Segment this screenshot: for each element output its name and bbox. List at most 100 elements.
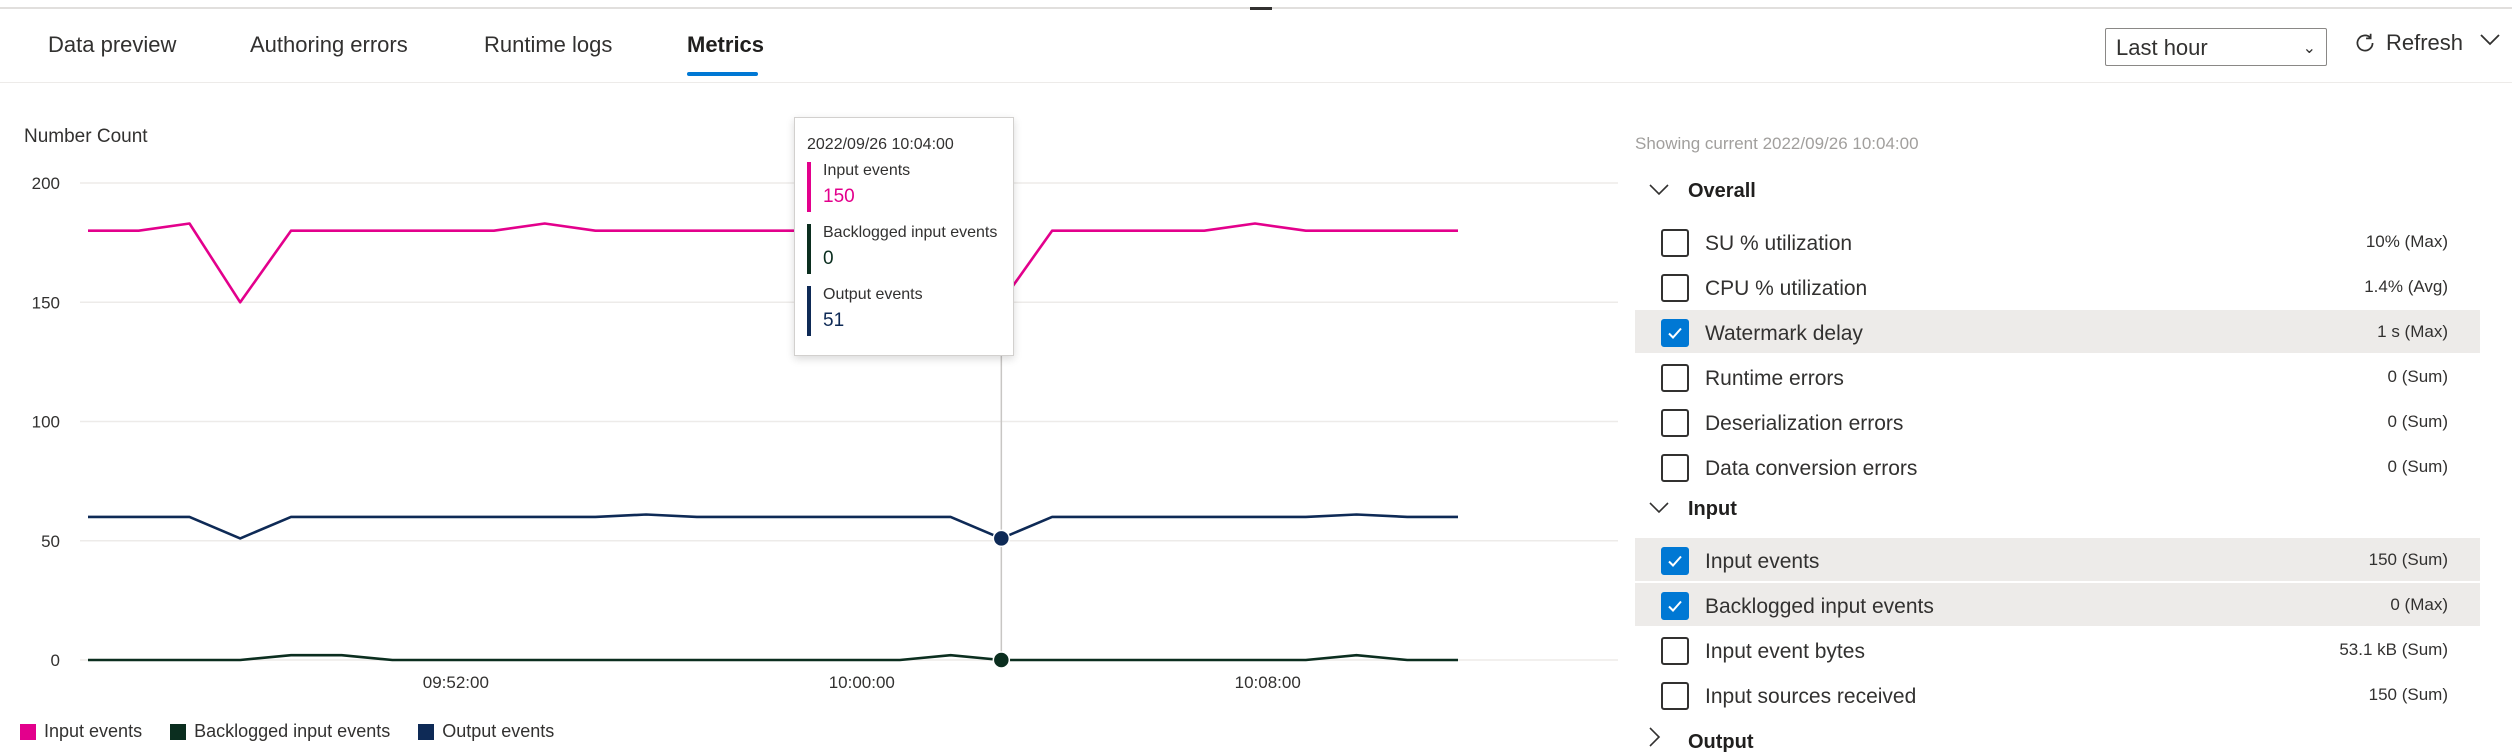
tooltip-row-backlogged-input-events: Backlogged input events 0: [807, 224, 997, 274]
metric-row[interactable]: Runtime errors 0 (Sum): [1635, 355, 2480, 398]
metric-checkbox[interactable]: [1661, 637, 1689, 665]
y-tick-label: 200: [32, 174, 60, 193]
metric-label: Watermark delay: [1705, 322, 1863, 345]
legend-swatch: [418, 723, 435, 740]
metric-checkbox[interactable]: [1661, 454, 1689, 482]
metric-row[interactable]: Backlogged input events 0 (Max): [1635, 583, 2480, 626]
metric-checkbox[interactable]: [1661, 319, 1689, 347]
checkmark-icon: [1668, 327, 1682, 339]
section-output-label: Output: [1688, 731, 1754, 753]
series-line-2: [88, 513, 1458, 540]
tooltip-row-input-events: Input events 150: [807, 162, 910, 212]
highlight-point-1: [992, 651, 1011, 669]
tab-metrics[interactable]: Metrics: [687, 32, 765, 57]
tab-bar: Data preview Authoring errors Runtime lo…: [0, 20, 2512, 83]
showing-current-text: Showing current 2022/09/26 10:04:00: [1635, 134, 1919, 153]
tab-authoring-errors[interactable]: Authoring errors: [250, 32, 408, 57]
legend-item-backlogged-input-events[interactable]: Backlogged input events: [170, 721, 390, 742]
metric-value: 150 (Sum): [2368, 685, 2448, 704]
metric-checkbox[interactable]: [1661, 229, 1689, 257]
metric-row[interactable]: Input event bytes 53.1 kB (Sum): [1635, 628, 2480, 671]
metric-value: 150 (Sum): [2368, 550, 2448, 569]
section-overall-label: Overall: [1688, 180, 1756, 202]
refresh-button[interactable]: Refresh: [2352, 30, 2463, 56]
y-tick-label: 50: [41, 532, 60, 551]
metric-value: 10% (Max): [2365, 232, 2448, 251]
metric-label: Input event bytes: [1705, 640, 1865, 663]
checkmark-icon: [1668, 555, 1682, 567]
section-input-label: Input: [1688, 498, 1737, 520]
metric-label: Deserialization errors: [1705, 412, 1904, 435]
legend-label: Backlogged input events: [194, 721, 391, 741]
legend-item-input-events[interactable]: Input events: [20, 721, 142, 742]
metric-label: Backlogged input events: [1705, 595, 1934, 618]
metric-label: Runtime errors: [1705, 367, 1844, 390]
y-tick-label: 150: [32, 293, 60, 312]
resize-handle[interactable]: [1250, 7, 1272, 10]
legend-label: Output events: [442, 721, 555, 741]
y-tick-label: 100: [32, 413, 60, 432]
series-line-1: [88, 653, 1458, 662]
metric-row[interactable]: Input sources received 150 (Sum): [1635, 673, 2480, 716]
chart-legend: Input events Backlogged input events Out…: [20, 721, 554, 742]
section-overall-toggle[interactable]: Overall: [1648, 180, 1756, 203]
tooltip-color-bar: [807, 286, 811, 336]
highlight-point-2: [992, 529, 1011, 548]
section-output-toggle[interactable]: Output: [1648, 726, 1754, 754]
metric-row[interactable]: CPU % utilization 1.4% (Avg): [1635, 265, 2480, 308]
chart-tooltip: 2022/09/26 10:04:00 Input events 150 Bac…: [794, 117, 1014, 356]
tooltip-value: 51: [823, 310, 845, 331]
active-tab-indicator: [687, 72, 758, 76]
section-input-toggle[interactable]: Input: [1648, 498, 1737, 521]
legend-swatch: [170, 723, 187, 740]
metric-label: Input sources received: [1705, 685, 1917, 708]
legend-swatch: [20, 723, 36, 740]
metric-checkbox[interactable]: [1661, 592, 1689, 620]
series-line-0: [88, 222, 1458, 304]
metrics-line-chart[interactable]: 200 150 100 50 0 09:52:00 10:00:00 10:08:00: [0, 150, 1640, 710]
metric-checkbox[interactable]: [1661, 364, 1689, 392]
legend-label: Input events: [44, 721, 143, 741]
chevron-down-icon: ⌄: [2302, 40, 2316, 57]
checkmark-icon: [1668, 600, 1682, 612]
metric-checkbox[interactable]: [1661, 547, 1689, 575]
refresh-icon: [2356, 33, 2374, 52]
chevron-down-icon: [1648, 180, 1672, 203]
tooltip-label: Backlogged input events: [823, 224, 998, 241]
tooltip-value: 150: [823, 186, 855, 207]
metric-label: Input events: [1705, 550, 1820, 573]
metric-row[interactable]: Deserialization errors 0 (Sum): [1635, 400, 2480, 443]
tooltip-value: 0: [823, 248, 834, 269]
metric-value: 53.1 kB (Sum): [2339, 640, 2448, 659]
tab-data-preview[interactable]: Data preview: [48, 32, 177, 57]
x-tick-label: 10:08:00: [1235, 673, 1301, 692]
metric-checkbox[interactable]: [1661, 274, 1689, 302]
metric-value: 1.4% (Avg): [2364, 277, 2448, 296]
y-tick-label: 0: [51, 651, 60, 670]
metric-row[interactable]: Data conversion errors 0 (Sum): [1635, 445, 2480, 488]
metric-row[interactable]: Watermark delay 1 s (Max): [1635, 310, 2480, 353]
time-range-select[interactable]: Last hour ⌄: [2105, 28, 2327, 66]
metric-value: 0 (Sum): [2387, 412, 2448, 431]
chevron-down-icon: [1648, 498, 1672, 521]
tooltip-color-bar: [807, 224, 811, 274]
refresh-label: Refresh: [2386, 30, 2464, 55]
tooltip-label: Input events: [823, 162, 911, 179]
time-range-value: Last hour: [2116, 35, 2208, 60]
metric-row[interactable]: SU % utilization 10% (Max): [1635, 220, 2480, 263]
tooltip-row-output-events: Output events 51: [807, 286, 923, 336]
metric-value: 0 (Sum): [2387, 367, 2448, 386]
metric-checkbox[interactable]: [1661, 682, 1689, 710]
metric-label: CPU % utilization: [1705, 277, 1868, 300]
chart-title: Number Count: [24, 126, 148, 147]
metric-label: SU % utilization: [1705, 232, 1853, 255]
metric-label: Data conversion errors: [1705, 457, 1918, 480]
collapse-chevron-icon[interactable]: [2478, 30, 2502, 50]
metric-row[interactable]: Input events 150 (Sum): [1635, 538, 2480, 581]
tooltip-date: 2022/09/26 10:04:00: [807, 136, 954, 153]
tab-runtime-logs[interactable]: Runtime logs: [484, 32, 613, 57]
metric-checkbox[interactable]: [1661, 409, 1689, 437]
legend-item-output-events[interactable]: Output events: [418, 721, 554, 742]
x-tick-label: 09:52:00: [423, 673, 489, 692]
chevron-right-icon: [1648, 726, 1672, 754]
